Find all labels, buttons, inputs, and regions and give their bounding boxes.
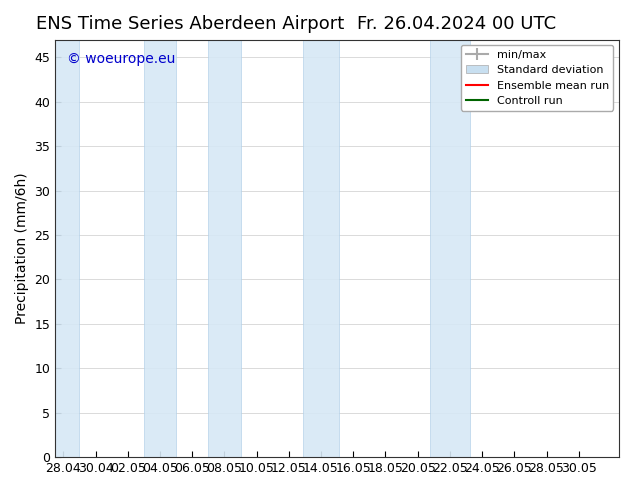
Legend: min/max, Standard deviation, Ensemble mean run, Controll run: min/max, Standard deviation, Ensemble me…: [461, 45, 614, 111]
Bar: [209, 40, 240, 457]
Text: © woeurope.eu: © woeurope.eu: [67, 52, 175, 66]
Y-axis label: Precipitation (mm/6h): Precipitation (mm/6h): [15, 172, 29, 324]
Bar: [144, 40, 176, 457]
Bar: [303, 40, 339, 457]
Bar: [48, 40, 79, 457]
Text: ENS Time Series Aberdeen Airport: ENS Time Series Aberdeen Airport: [36, 15, 344, 33]
Text: Fr. 26.04.2024 00 UTC: Fr. 26.04.2024 00 UTC: [357, 15, 556, 33]
Bar: [430, 40, 470, 457]
